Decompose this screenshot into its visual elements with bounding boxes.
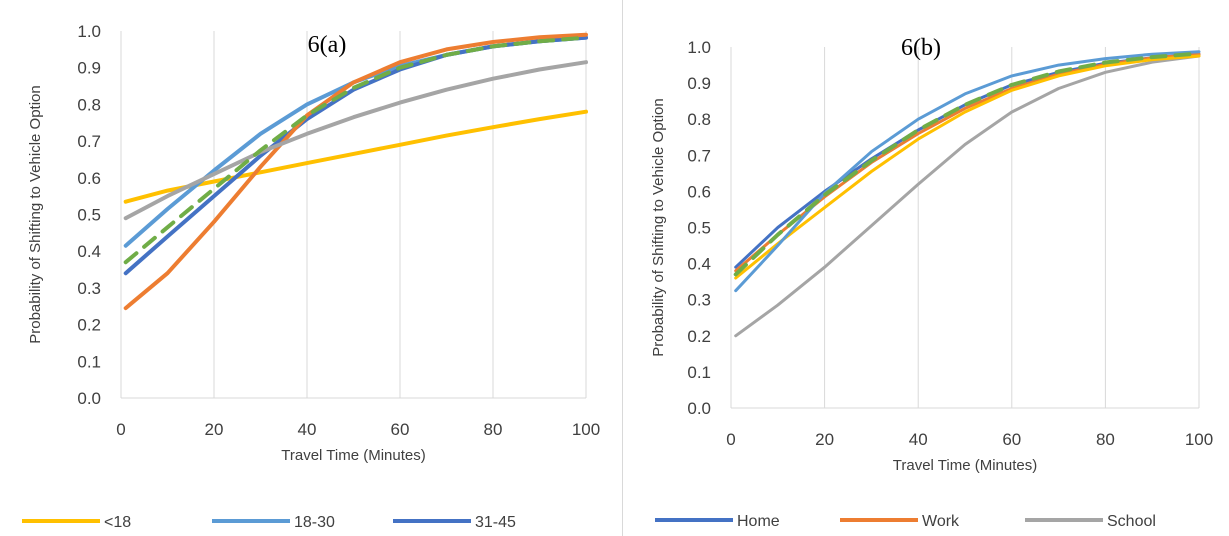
y-tick-label: 1.0 (77, 22, 101, 41)
series-line-School (734, 54, 1201, 338)
series-line-46-60 (123, 32, 588, 311)
chart-6a: 0.0 0.1 0.2 0.3 0.4 0.5 0.6 0.7 0.8 0.9 1.0 0 20 40 60… (22, 22, 600, 531)
series-line-Recreation (734, 50, 1201, 293)
y-tick-label: 0.2 (687, 327, 711, 346)
legend-label: <18 (104, 514, 131, 531)
chart-6b: 0.0 0.1 0.2 0.3 0.4 0.5 0.6 0.7 0.8 0.9 1.0 0 20 40 60… (650, 35, 1213, 530)
series-line-Base (733, 51, 1201, 277)
x-tick-label: 60 (391, 420, 410, 439)
y-tick-label: 0.5 (77, 206, 101, 225)
series-line-31-45 (123, 35, 588, 276)
y-axis-label: Probability of Shifting to Vehicle Optio… (650, 98, 667, 357)
x-axis-label: Travel Time (Minutes) (893, 457, 1037, 474)
legend-label: Work (922, 513, 960, 530)
x-tick-label: 20 (205, 420, 224, 439)
x-tick-label: 60 (1002, 430, 1021, 449)
y-tick-label: 0.4 (687, 255, 711, 274)
x-axis-label: Travel Time (Minutes) (281, 447, 425, 464)
y-tick-label: 0.8 (77, 95, 101, 114)
chart-title: 6(a) (308, 32, 347, 58)
legend-label: Home (737, 513, 780, 530)
series-line-Base (123, 35, 588, 265)
y-tick-label: 0.3 (77, 279, 101, 298)
x-tick-label: 0 (726, 430, 735, 449)
x-tick-label: 100 (572, 420, 600, 439)
legend-label: 31-45 (475, 514, 516, 531)
y-tick-label: 0.9 (77, 59, 101, 78)
y-tick-label: 0.5 (687, 219, 711, 238)
series-line-Schop (734, 54, 1201, 280)
y-tick-label: 0.9 (687, 74, 711, 93)
series-line-Work (734, 52, 1201, 273)
x-tick-label: 20 (815, 430, 834, 449)
x-tick-label: 100 (1185, 430, 1213, 449)
x-tick-label: 40 (298, 420, 317, 439)
x-tick-label: 0 (116, 420, 125, 439)
y-tick-label: 0.3 (687, 291, 711, 310)
series-line->60 (123, 60, 588, 221)
y-tick-label: 0.0 (687, 399, 711, 418)
y-tick-label: 0.7 (77, 132, 101, 151)
chart-title: 6(b) (901, 35, 941, 61)
y-tick-label: 0.0 (77, 389, 101, 408)
y-tick-label: 0.8 (687, 110, 711, 129)
y-tick-label: 0.1 (687, 363, 711, 382)
y-tick-label: 0.7 (687, 146, 711, 165)
y-tick-label: 0.6 (687, 182, 711, 201)
x-tick-label: 80 (1096, 430, 1115, 449)
y-axis-label: Probability of Shifting to Vehicle Optio… (27, 85, 44, 344)
chart-panel-b: 0.0 0.1 0.2 0.3 0.4 0.5 0.6 0.7 0.8 0.9 1.0 0 20 40 60… (623, 0, 1229, 536)
y-tick-label: 0.2 (77, 316, 101, 335)
x-tick-label: 80 (484, 420, 503, 439)
legend-label: School (1107, 513, 1156, 530)
legend-label: 18-30 (294, 514, 335, 531)
panel-divider (622, 0, 623, 536)
x-tick-label: 40 (909, 430, 928, 449)
series-line-Home (734, 52, 1201, 269)
y-tick-label: 0.6 (77, 169, 101, 188)
y-tick-label: 0.4 (77, 242, 101, 261)
y-tick-label: 0.1 (77, 352, 101, 371)
chart-panel-a: 0.0 0.1 0.2 0.3 0.4 0.5 0.6 0.7 0.8 0.9 1.0 0 20 40 60… (22, 22, 600, 531)
y-tick-label: 1.0 (687, 38, 711, 57)
